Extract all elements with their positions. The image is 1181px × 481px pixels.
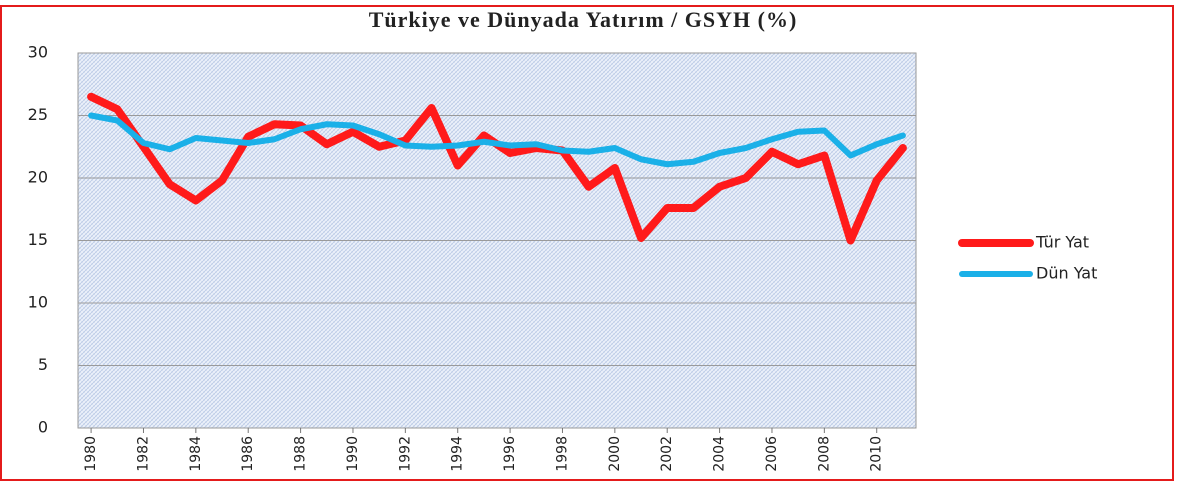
x-tick-label: 2010 — [869, 436, 885, 472]
y-tick-label: 25 — [28, 105, 48, 124]
y-tick-label: 15 — [28, 230, 48, 249]
x-tick-label: 1998 — [554, 436, 570, 472]
y-tick-label: 10 — [28, 293, 48, 312]
x-tick-label: 1990 — [345, 436, 361, 472]
legend-label: Tür Yat — [1035, 233, 1089, 252]
frame — [0, 5, 1174, 481]
x-tick-label: 1988 — [293, 436, 309, 472]
y-tick-label: 20 — [28, 168, 48, 187]
x-tick-label: 2000 — [607, 436, 623, 472]
y-tick-label: 0 — [38, 418, 48, 437]
x-tick-label: 1986 — [240, 436, 256, 472]
x-tick-label: 1992 — [397, 436, 413, 472]
y-tick-label: 30 — [28, 43, 48, 62]
y-tick-label: 5 — [38, 355, 48, 374]
x-tick-label: 2004 — [712, 436, 728, 472]
x-tick-label: 2002 — [659, 436, 675, 472]
x-tick-label: 1980 — [83, 436, 99, 472]
x-tick-label: 1982 — [135, 436, 151, 472]
x-tick-label: 1984 — [188, 436, 204, 472]
line-series — [88, 112, 906, 168]
x-tick-label: 1994 — [450, 436, 466, 472]
chart-title: Türkiye ve Dünyada Yatırım / GSYH (%) — [369, 7, 798, 32]
x-tick-label: 2008 — [816, 436, 832, 472]
legend-label: Dün Yat — [1036, 264, 1097, 283]
x-tick-label: 2006 — [764, 436, 780, 472]
x-tick-label: 1996 — [502, 436, 518, 472]
